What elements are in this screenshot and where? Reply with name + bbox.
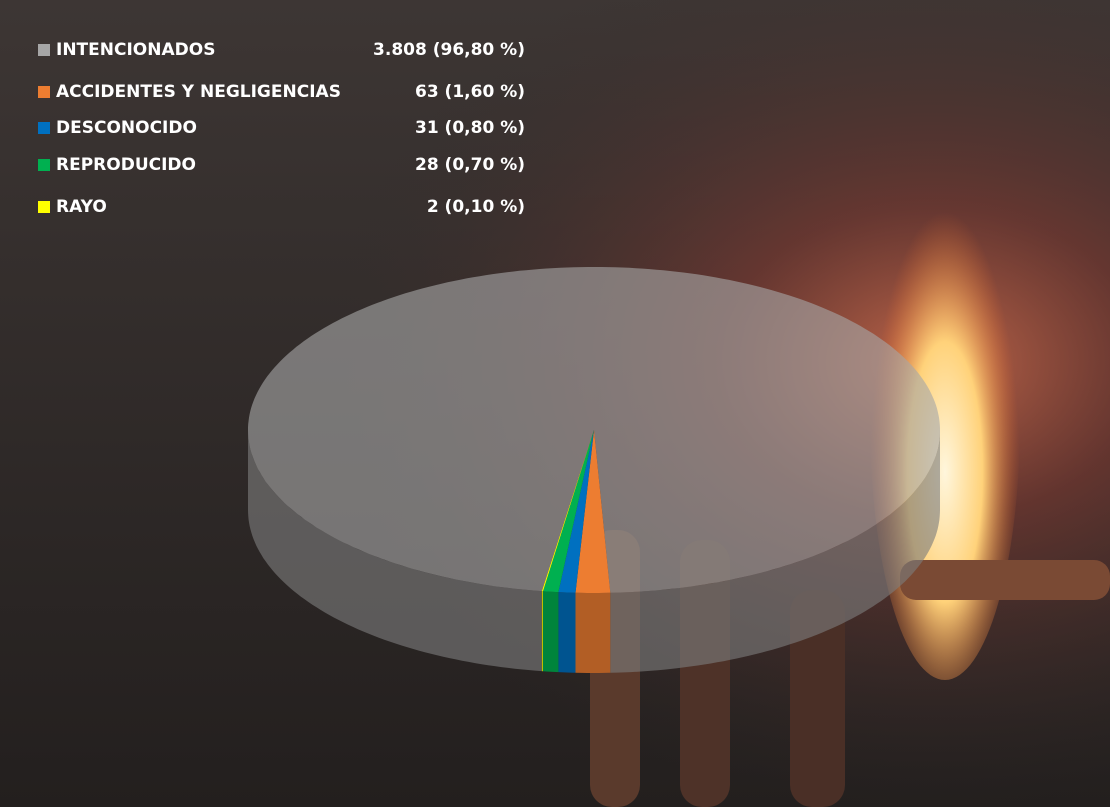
legend-swatch — [38, 44, 50, 56]
slice-side — [248, 430, 542, 672]
legend: INTENCIONADOS 3.808 (96,80 %) ACCIDENTES Y… — [38, 40, 525, 217]
slice-side — [575, 592, 611, 673]
slice — [575, 430, 611, 593]
slice-side — [543, 591, 559, 673]
legend-swatch — [38, 159, 50, 171]
slice — [541, 430, 594, 592]
legend-swatch — [38, 86, 50, 98]
value-label: 63 (1,60 %) — [415, 82, 525, 102]
legend-swatch — [38, 122, 50, 134]
legend-label: INTENCIONADOS — [56, 40, 215, 60]
slice-side — [610, 430, 940, 673]
legend-label: REPRODUCIDO — [56, 155, 196, 175]
value-label: 2 (0,10 %) — [427, 197, 525, 217]
legend-label: DESCONOCIDO — [56, 118, 197, 138]
value-label: 31 (0,80 %) — [415, 118, 525, 138]
legend-label: RAYO — [56, 197, 107, 217]
value-label: 3.808 (96,80 %) — [373, 40, 525, 60]
legend-label: ACCIDENTES Y NEGLIGENCIAS — [56, 82, 341, 102]
slice — [558, 430, 594, 593]
slice-side — [558, 592, 576, 673]
legend-swatch — [38, 201, 50, 213]
value-label: 28 (0,70 %) — [415, 155, 525, 175]
pie — [248, 267, 940, 673]
slice — [248, 267, 940, 593]
slice-side — [541, 591, 543, 672]
slice — [543, 430, 594, 593]
